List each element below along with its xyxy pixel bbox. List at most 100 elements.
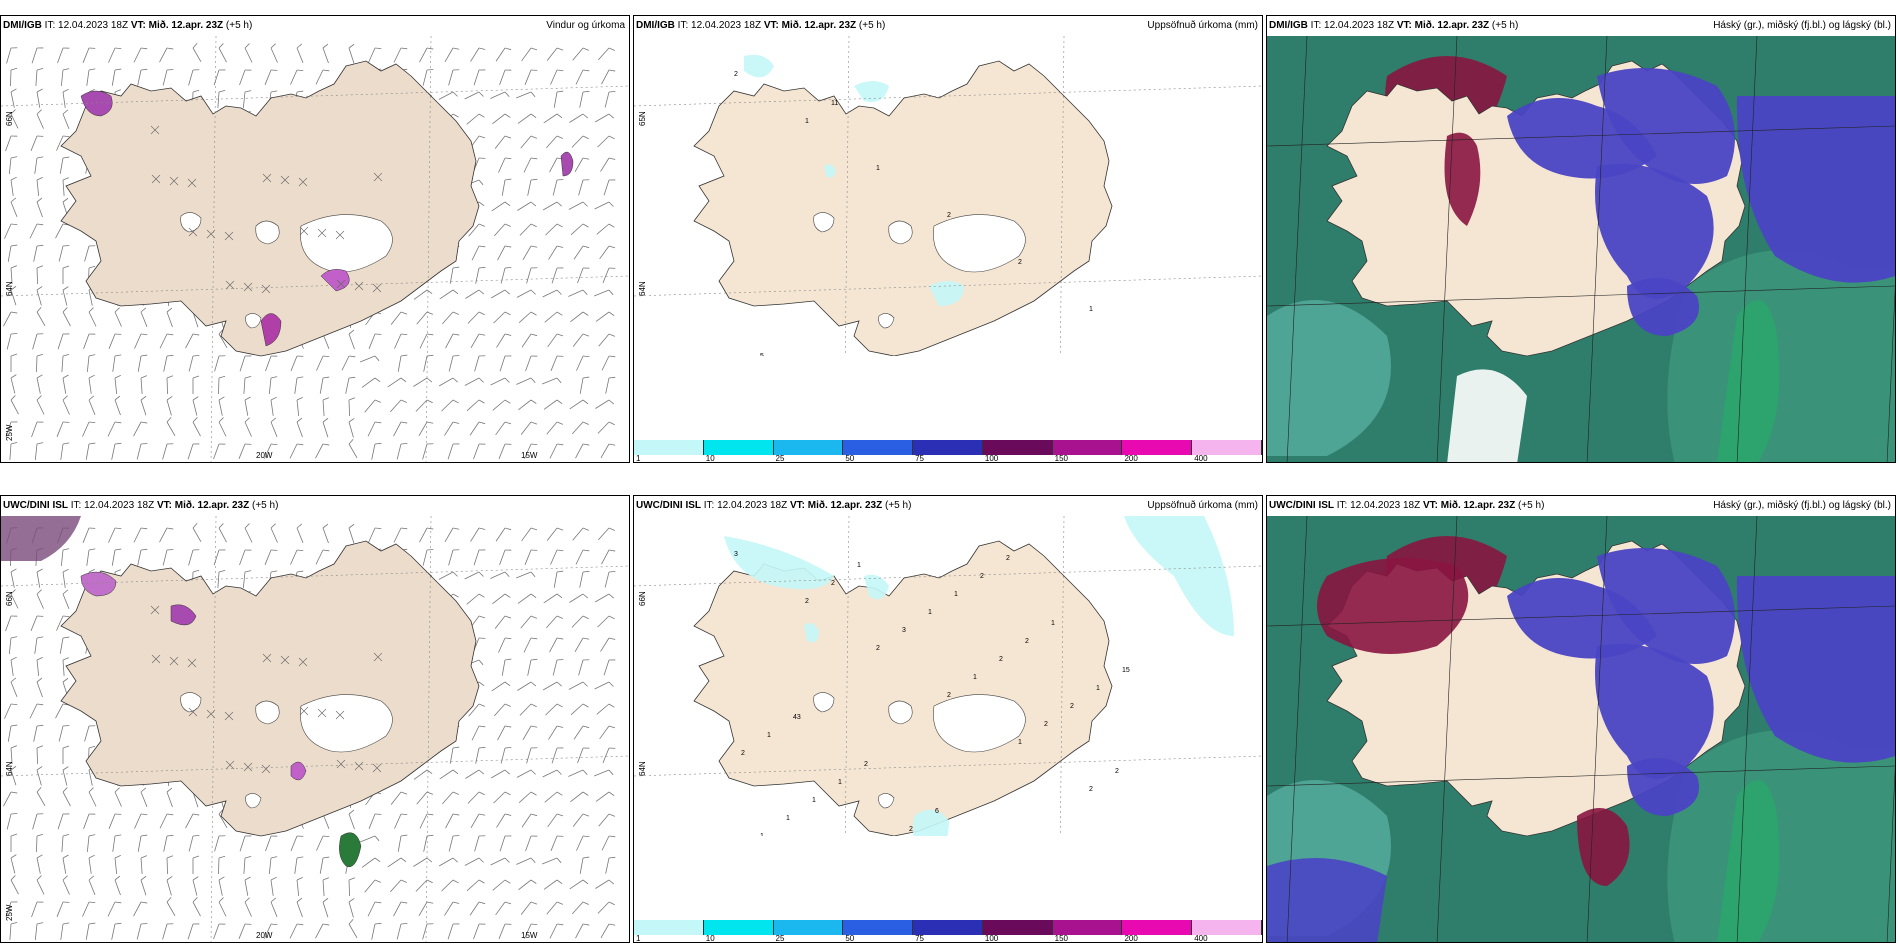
- precip-area: [744, 54, 774, 78]
- wind-barb: [244, 396, 251, 416]
- valid-time: Mið. 12.apr. 23Z: [148, 20, 224, 31]
- wind-barb: [542, 201, 562, 211]
- wind-barb: [289, 443, 304, 459]
- wind-barb: [499, 355, 512, 372]
- wind-barb: [5, 421, 18, 438]
- wind-barb: [573, 245, 590, 260]
- map-area: [1, 516, 629, 942]
- graticule-line: [1267, 285, 1895, 307]
- precip-colorbar: 1 10 25 50 75 100 150 200 400: [634, 440, 1262, 462]
- wind-barb: [137, 68, 148, 86]
- wind-barb: [218, 375, 226, 395]
- precip-value-label: 1: [954, 591, 958, 598]
- land: [693, 60, 1113, 356]
- graticule-line: [1267, 605, 1895, 627]
- colorbar-swatch: [913, 440, 983, 455]
- wind-barb: [579, 90, 590, 108]
- wind-barb: [522, 245, 538, 261]
- wind-barb: [518, 791, 537, 804]
- wind-barb: [107, 901, 122, 917]
- wind-barb: [499, 549, 512, 566]
- wind-barb: [466, 593, 485, 605]
- wind-barb: [162, 549, 174, 566]
- wind-barb: [441, 399, 459, 412]
- wind-barb: [438, 857, 458, 867]
- wind-barb: [570, 703, 589, 716]
- wind-barb: [466, 399, 485, 412]
- wind-barb: [501, 658, 512, 676]
- land: [60, 60, 480, 357]
- mid-cloud-area: [1597, 548, 1735, 664]
- wind-barb: [394, 333, 408, 349]
- lead-offset: (+5 h): [225, 20, 253, 31]
- colorbar-tick-label: 200: [1124, 934, 1138, 943]
- wind-barb: [62, 286, 69, 306]
- wind-barb: [88, 395, 96, 415]
- wind-barb: [108, 47, 122, 63]
- map-canvas: [1267, 516, 1895, 942]
- wind-barb: [86, 834, 96, 852]
- wind-barb: [188, 549, 200, 566]
- wind-barb: [492, 399, 511, 411]
- hatch-mark: [317, 708, 327, 718]
- latitude-label: 25W: [5, 424, 14, 441]
- wind-barb: [9, 922, 18, 940]
- wind-barb: [368, 813, 382, 829]
- wind-barb: [32, 333, 44, 350]
- precip-area: [170, 604, 197, 626]
- wind-barb: [520, 615, 538, 629]
- wind-barb: [597, 615, 615, 628]
- wind-barb: [166, 897, 176, 917]
- wind-barb: [368, 47, 382, 63]
- wind-barb: [568, 201, 588, 210]
- glacier: [813, 692, 835, 713]
- wind-barb: [491, 681, 511, 692]
- wind-barb: [56, 615, 70, 631]
- precip-area: [804, 622, 819, 643]
- wind-barb: [192, 43, 202, 63]
- wind-barb: [3, 311, 18, 327]
- wind-barb: [136, 443, 148, 460]
- panel-header: DMI/IGB IT: 12.04.2023 18Z VT: Mið. 12.a…: [634, 16, 1262, 36]
- wind-barb: [56, 901, 70, 917]
- hatch-mark: [224, 711, 234, 721]
- wind-barb: [568, 289, 588, 297]
- wind-barb: [601, 549, 616, 565]
- init-time: 12.04.2023 18Z: [1324, 20, 1395, 31]
- wind-barb: [217, 90, 226, 108]
- precip-value-label: 2: [741, 750, 745, 757]
- hatch-mark: [224, 231, 234, 241]
- wind-barb: [137, 548, 148, 566]
- precip-value-label: 1: [1018, 739, 1022, 746]
- mid-cloud-area: [1736, 576, 1895, 763]
- hatch-mark: [354, 761, 364, 771]
- wind-barb: [542, 857, 562, 865]
- wind-barb: [137, 354, 148, 372]
- graticule-line: [1267, 125, 1895, 147]
- wind-barb: [545, 615, 563, 629]
- wind-barb: [6, 813, 18, 830]
- wind-barb: [239, 549, 252, 566]
- wind-barb: [315, 443, 330, 459]
- mid-cloud-area: [1627, 278, 1699, 336]
- wind-barb: [242, 570, 252, 588]
- wind-barb: [360, 835, 380, 843]
- wind-barb: [290, 549, 304, 565]
- wind-barb: [29, 223, 44, 239]
- wind-barb: [244, 876, 251, 896]
- wind-barb: [36, 677, 43, 698]
- wind-barb: [188, 69, 200, 86]
- wind-barb: [467, 791, 485, 804]
- wind-barb: [490, 377, 510, 386]
- wind-barb: [10, 854, 17, 874]
- wind-barb: [544, 311, 563, 323]
- wind-barb: [36, 854, 43, 874]
- precip-area: [1, 516, 81, 561]
- wind-barb: [108, 527, 122, 543]
- graticule-line: [1586, 36, 1608, 462]
- wind-barb: [548, 245, 564, 260]
- hatch-mark: [261, 764, 271, 774]
- wind-barb: [595, 791, 615, 802]
- wind-barb: [603, 659, 616, 676]
- wind-barb: [243, 376, 252, 394]
